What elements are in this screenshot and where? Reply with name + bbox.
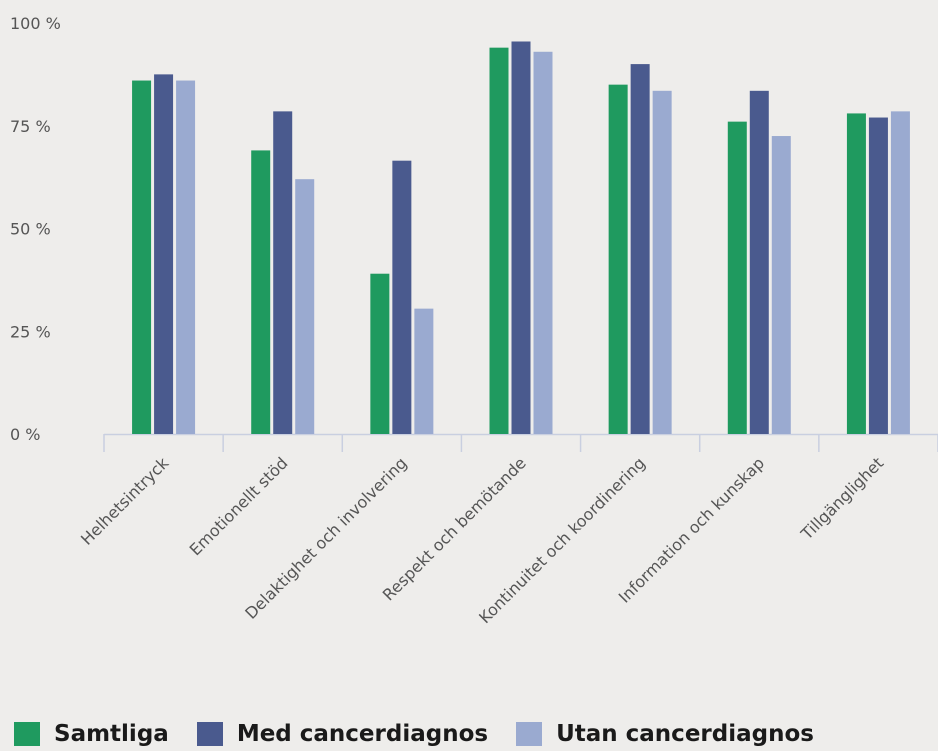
bar-med-cancerdiagnos-information-och-kunskap[interactable] xyxy=(749,90,769,434)
bar-utan-cancerdiagnos-kontinuitet-och-koordinering[interactable] xyxy=(652,90,672,434)
legend-item-samtliga[interactable]: Samtliga xyxy=(14,721,169,747)
bar-samtliga-delaktighet-och-involvering[interactable] xyxy=(370,273,390,434)
legend-swatch-med-cancerdiagnos xyxy=(196,722,223,746)
legend-item-med-cancerdiagnos[interactable]: Med cancerdiagnos xyxy=(196,721,489,747)
bar-med-cancerdiagnos-delaktighet-och-involvering[interactable] xyxy=(392,160,412,434)
legend-swatch-utan-cancerdiagnos xyxy=(516,722,543,746)
bar-samtliga-tillganglighet[interactable] xyxy=(846,113,866,435)
y-tick-label: 100 % xyxy=(10,14,61,33)
bar-med-cancerdiagnos-helhetsintryck[interactable] xyxy=(154,74,174,434)
legend-label-utan-cancerdiagnos: Utan cancerdiagnos xyxy=(556,721,814,747)
legend-label-samtliga: Samtliga xyxy=(54,721,169,747)
bar-utan-cancerdiagnos-tillganglighet[interactable] xyxy=(890,111,910,435)
bar-utan-cancerdiagnos-respekt-och-bemotande[interactable] xyxy=(533,51,553,435)
bar-samtliga-helhetsintryck[interactable] xyxy=(132,80,152,434)
y-tick-label: 75 % xyxy=(10,117,51,136)
bar-med-cancerdiagnos-emotionellt-stod[interactable] xyxy=(273,111,293,435)
bar-chart: 0 % 25 % 50 % 75 % 100 % Helhetsintryck Emotio… xyxy=(10,14,938,627)
legend-label-med-cancerdiagnos: Med cancerdiagnos xyxy=(236,721,489,747)
bar-med-cancerdiagnos-kontinuitet-och-koordinering[interactable] xyxy=(630,64,650,434)
y-tick-label: 0 % xyxy=(10,425,40,444)
legend-swatch-samtliga xyxy=(14,722,40,746)
x-tick-label: Emotionellt stöd xyxy=(186,453,292,559)
bar-samtliga-emotionellt-stod[interactable] xyxy=(251,150,271,434)
legend-item-utan-cancerdiagnos[interactable]: Utan cancerdiagnos xyxy=(516,721,814,747)
bar-med-cancerdiagnos-respekt-och-bemotande[interactable] xyxy=(511,41,531,435)
bar-utan-cancerdiagnos-emotionellt-stod[interactable] xyxy=(295,179,315,434)
x-tick-label: Tillgänglighet xyxy=(797,453,888,544)
bar-samtliga-information-och-kunskap[interactable] xyxy=(727,121,747,434)
chart-legend: Samtliga Med cancerdiagnos Utan cancerdi… xyxy=(14,721,842,747)
bar-utan-cancerdiagnos-information-och-kunskap[interactable] xyxy=(771,136,791,434)
bar-samtliga-respekt-och-bemotande[interactable] xyxy=(489,47,509,434)
y-tick-label: 25 % xyxy=(10,322,51,341)
bar-utan-cancerdiagnos-helhetsintryck[interactable] xyxy=(176,80,196,434)
bar-utan-cancerdiagnos-delaktighet-och-involvering[interactable] xyxy=(414,308,434,434)
bar-samtliga-kontinuitet-och-koordinering[interactable] xyxy=(608,84,628,435)
y-tick-label: 50 % xyxy=(10,220,51,239)
x-tick-label: Helhetsintryck xyxy=(77,453,173,549)
bar-med-cancerdiagnos-tillganglighet[interactable] xyxy=(868,117,888,434)
